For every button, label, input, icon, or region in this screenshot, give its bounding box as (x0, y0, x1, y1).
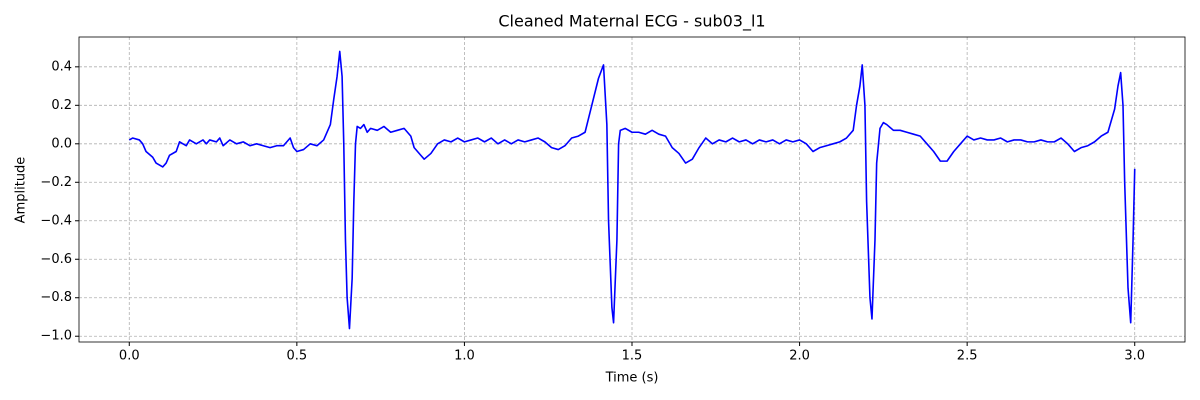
x-tick-label: 1.0 (454, 349, 475, 364)
chart-title: Cleaned Maternal ECG - sub03_l1 (498, 12, 765, 32)
x-tick-label: 2.0 (789, 349, 810, 364)
x-tick-label: 1.5 (622, 349, 643, 364)
ecg-line (128, 50, 1136, 330)
plot-frame (78, 36, 1186, 343)
x-tick-label: 3.0 (1124, 349, 1145, 364)
y-tick-label: −0.4 (40, 213, 72, 228)
x-tick-label: 2.5 (957, 349, 978, 364)
y-tick-label: 0.4 (51, 59, 72, 74)
y-tick-label: −0.6 (40, 252, 72, 267)
x-tick-label: 0.0 (119, 349, 140, 364)
x-tick-label: 0.5 (287, 349, 308, 364)
y-tick-label: −0.2 (40, 175, 72, 190)
y-tick-label: −0.8 (40, 290, 72, 305)
y-tick-label: 0.0 (51, 136, 72, 151)
y-tick-label: 0.2 (51, 98, 72, 113)
x-axis-label: Time (s) (605, 371, 659, 386)
y-axis-label: Amplitude (14, 157, 29, 224)
y-tick-label: −1.0 (40, 329, 72, 344)
